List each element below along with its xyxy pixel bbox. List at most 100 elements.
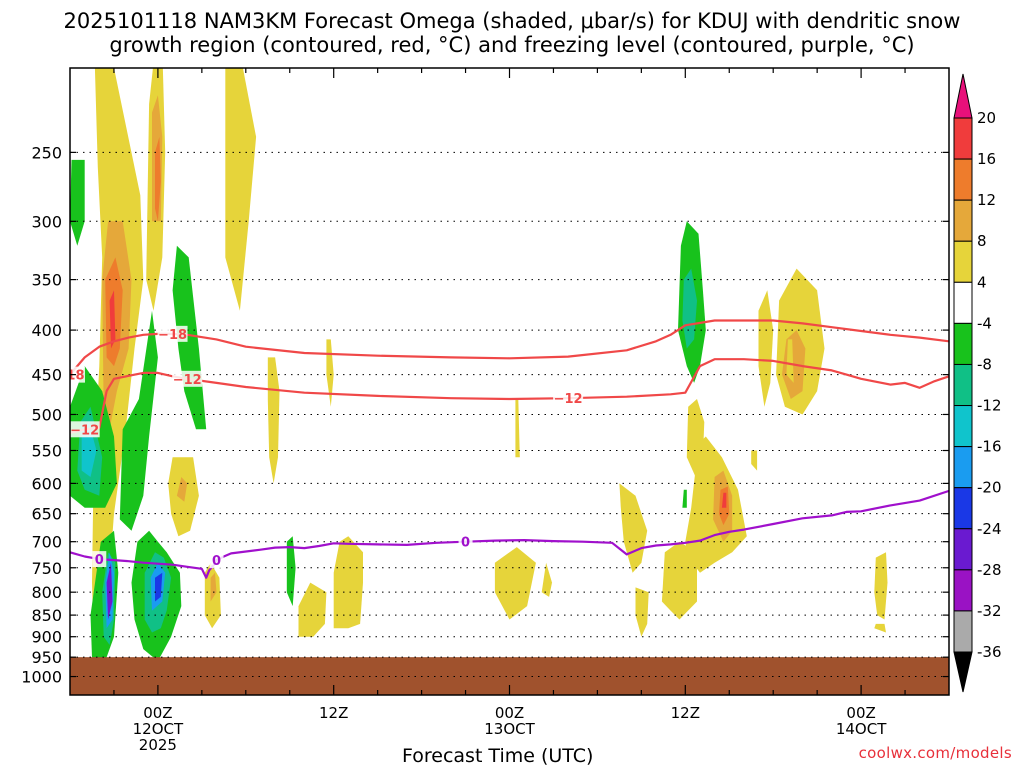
y-tick-label-550: 550 (31, 442, 62, 461)
omega-area-29 (298, 582, 327, 637)
omega-area-44 (682, 268, 697, 349)
contour-label-0-2: 0 (461, 536, 470, 551)
x-tick-label-48-1: 14OCT (836, 720, 887, 738)
colorbar-label-9: -20 (977, 479, 1002, 497)
x-tick-label-24-1: 13OCT (484, 720, 535, 738)
omega-area-33 (515, 399, 520, 458)
contour-label-bg-0-0 (92, 551, 107, 568)
omega-area-41 (721, 492, 727, 508)
omega-area-23 (155, 572, 163, 602)
y-tick-label-600: 600 (31, 474, 62, 493)
colorbar-label-5: -4 (977, 314, 992, 332)
omega-area-35 (661, 541, 697, 620)
colorbar-label-0: 20 (977, 109, 996, 127)
contour-label-bg-0-2 (458, 533, 473, 550)
colorbar-label-13: -36 (977, 643, 1002, 661)
omega-area-28 (286, 536, 296, 607)
colorbar-bin-16-20 (953, 117, 973, 160)
colorbar-label-4: 4 (977, 273, 987, 291)
x-tick-label-36-0: 12Z (671, 704, 700, 722)
contour-label-bg--12-2 (553, 390, 584, 407)
colorbar-label-12: -32 (977, 602, 1002, 620)
colorbar-label-10: -24 (977, 520, 1002, 538)
y-tick-label-750: 750 (31, 559, 62, 578)
colorbar-bin--16--12 (953, 405, 973, 448)
colorbar-bin--24--20 (953, 487, 973, 530)
colorbar-over-arrow (953, 73, 973, 119)
contour-label-bg--18-0 (70, 366, 85, 383)
source-credit: coolwx.com/models (858, 744, 1012, 762)
omega-area-45 (758, 290, 774, 407)
omega-area-36 (635, 587, 649, 637)
colorbar-bin--32--28 (953, 569, 973, 612)
x-tick-label-0-2: 2025 (139, 736, 177, 754)
contour-label-bg-0-1 (209, 552, 224, 569)
contour-label--18-0: −18 (56, 369, 85, 384)
omega-area-34 (619, 483, 648, 573)
y-tick-label-850: 850 (31, 606, 62, 625)
x-tick-label-48-0: 00Z (846, 704, 875, 722)
contour-label--12-1: −12 (173, 373, 202, 388)
colorbar-bin--4-4 (953, 281, 973, 324)
temperature-contours: −18 −18 −12 −12 −12 0 0 0 (56, 319, 949, 579)
contour-line--18 (70, 319, 949, 376)
colorbar-label-3: 8 (977, 232, 987, 250)
y-tick-label-1000: 1000 (21, 668, 62, 687)
y-tick-label-450: 450 (31, 366, 62, 385)
x-tick-label-0-1: 12OCT (133, 720, 184, 738)
colorbar-bin--8--4 (953, 322, 973, 365)
x-tick-label-0-0: 00Z (143, 704, 172, 722)
contour-label-bg--12-1 (172, 370, 203, 387)
chart-title-line-1: 2025101118 NAM3KM Forecast Omega (shaded… (63, 9, 961, 33)
omega-area-25 (210, 572, 217, 602)
colorbar-label-8: -16 (977, 438, 1002, 456)
colorbar-bin--36--32 (953, 610, 973, 653)
omega-area-8 (70, 159, 85, 246)
y-tick-label-950: 950 (31, 648, 62, 667)
omega-area-32 (541, 562, 552, 597)
omega-area-30 (333, 536, 363, 629)
omega-area-49 (874, 623, 886, 633)
colorbar-bin--28--24 (953, 528, 973, 571)
colorbar-bin-8-12 (953, 199, 973, 242)
contour-line--12 (70, 358, 949, 434)
y-tick-label-350: 350 (31, 271, 62, 290)
colorbar-label-1: 16 (977, 150, 996, 168)
omega-area-50 (751, 450, 758, 471)
contour-label--12-2: −12 (554, 392, 583, 407)
y-tick-label-900: 900 (31, 628, 62, 647)
contour-label-bg--12-0 (70, 421, 100, 438)
colorbar: 20 16 12 8 4 -4 -8 -12 -16 -20 -24 -28 -32 -36 (953, 73, 1002, 693)
omega-area-27 (326, 339, 334, 407)
y-tick-label-500: 500 (31, 405, 62, 424)
colorbar-label-7: -12 (977, 397, 1002, 415)
y-axis: 250 300 350 400 450 500 550 600 650 700 750 800 850 9… (21, 143, 949, 687)
colorbar-bin-4-8 (953, 240, 973, 283)
x-tick-label-12-0: 12Z (319, 704, 348, 722)
x-axis-label: Forecast Time (UTC) (402, 745, 594, 767)
contour-line-0 (70, 489, 949, 579)
omega-area-42 (682, 489, 687, 508)
omega-area-7 (225, 68, 257, 311)
omega-area-26 (267, 357, 280, 484)
colorbar-label-11: -28 (977, 561, 1002, 579)
colorbar-bin-12-16 (953, 158, 973, 201)
x-tick-label-24-0: 00Z (495, 704, 524, 722)
omega-area-6 (155, 136, 161, 222)
y-tick-label-700: 700 (31, 533, 62, 552)
omega-area-31 (494, 547, 536, 620)
omega-area-19 (106, 562, 113, 620)
contour-label-bg--18-1 (157, 325, 188, 342)
y-tick-label-400: 400 (31, 321, 62, 340)
colorbar-bin--20--16 (953, 446, 973, 489)
omega-area-38 (686, 399, 705, 477)
colorbar-under-arrow (953, 651, 973, 693)
y-tick-label-650: 650 (31, 505, 62, 524)
colorbar-label-2: 12 (977, 191, 996, 209)
chart-title-line-2: growth region (contoured, red, °C) and f… (109, 33, 915, 57)
omega-area-3 (109, 290, 116, 349)
contour-label-0-0: 0 (95, 553, 104, 568)
colorbar-bin--12--8 (953, 363, 973, 407)
y-tick-label-250: 250 (31, 143, 62, 162)
